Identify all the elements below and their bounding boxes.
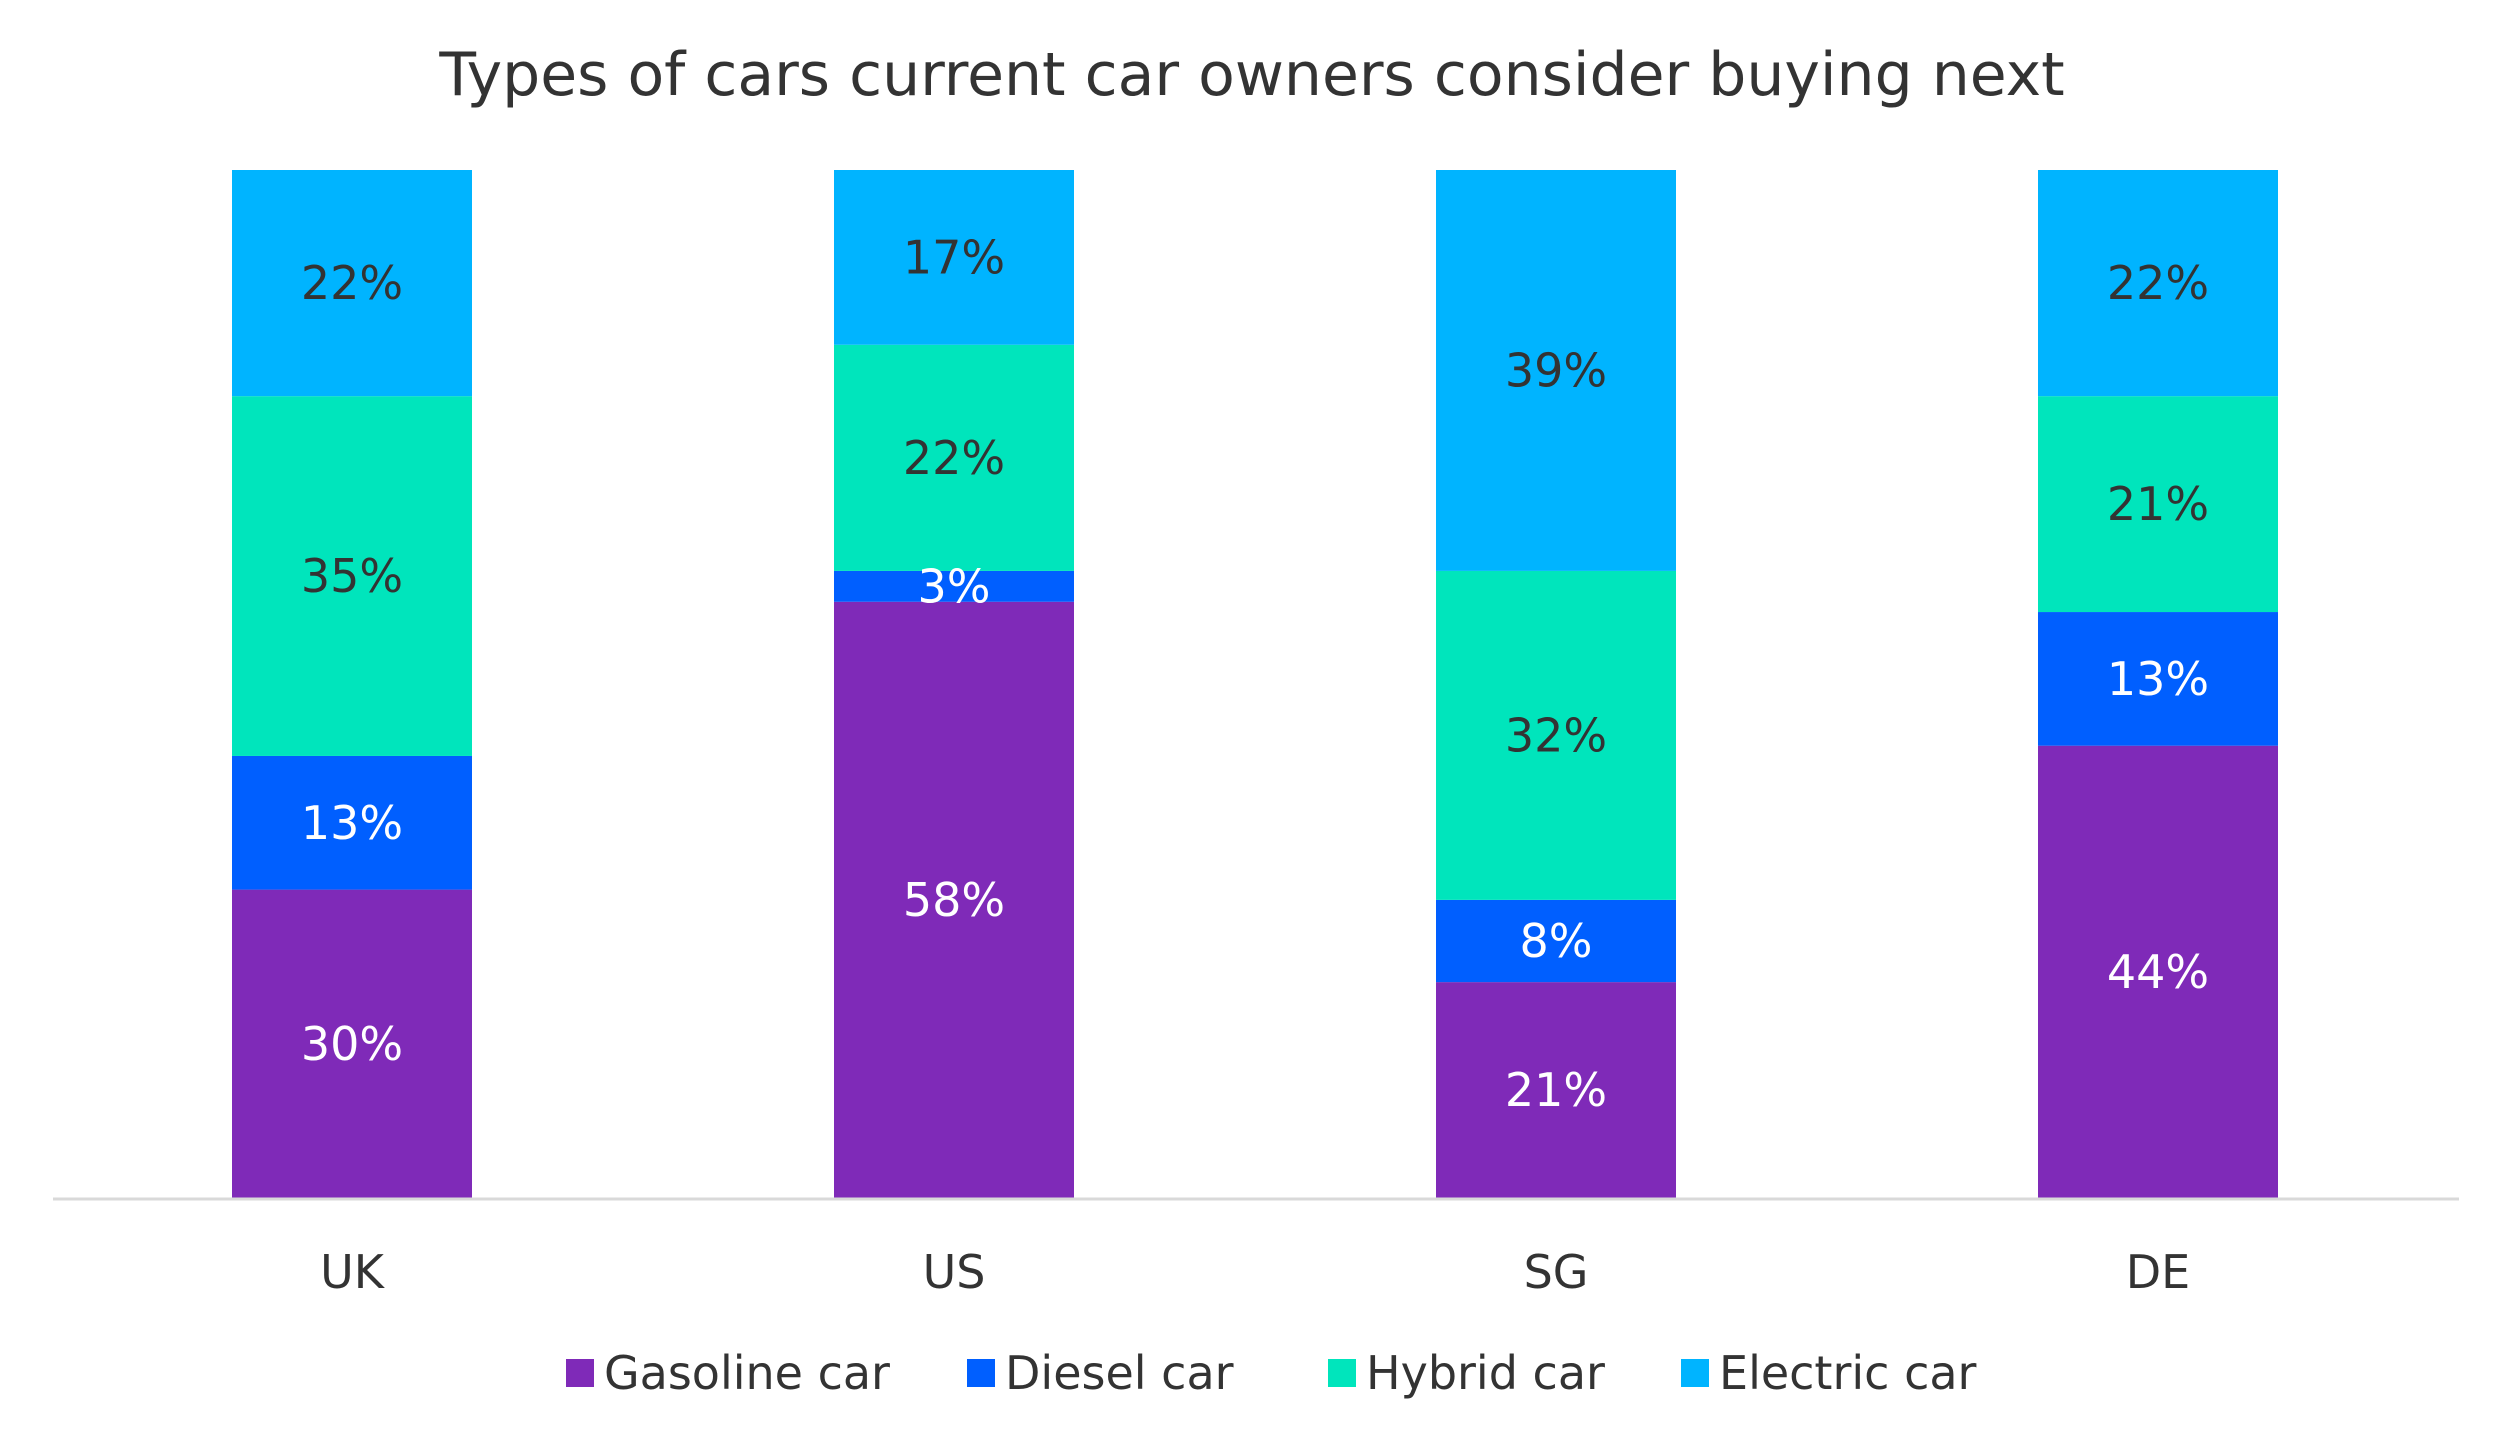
data-label: 22% xyxy=(301,256,403,310)
data-label: 44% xyxy=(2107,945,2209,999)
bar-segment-uk-diesel-car xyxy=(232,755,472,890)
x-tick-label: UK xyxy=(320,1245,386,1299)
data-label: 30% xyxy=(301,1017,403,1071)
data-label: 13% xyxy=(301,796,403,850)
bars: 30% 13% 35% 22% 58% 3% 22% 17% 21% 8% 32% 39% 44% 13%… xyxy=(232,170,2278,1198)
bar-segment-us-hybrid-car xyxy=(834,344,1074,571)
data-label: 21% xyxy=(2107,477,2209,531)
x-tick-label: SG xyxy=(1524,1245,1589,1299)
bar-segment-sg-gasoline-car xyxy=(1436,982,1676,1198)
legend-item-diesel-car: Diesel car xyxy=(967,1346,1234,1400)
x-axis-ticks: UK US SG DE xyxy=(320,1245,2190,1299)
data-label: 22% xyxy=(903,431,1005,485)
legend-swatch xyxy=(1328,1359,1356,1387)
bar-segment-sg-diesel-car xyxy=(1436,899,1676,983)
legend-item-hybrid-car: Hybrid car xyxy=(1328,1346,1605,1400)
bar-segment-uk-electric-car xyxy=(232,170,472,397)
legend-swatch xyxy=(1681,1359,1709,1387)
data-label: 58% xyxy=(903,873,1005,927)
bar-segment-de-diesel-car xyxy=(2038,612,2278,746)
chart-title: Types of cars current car owners conside… xyxy=(438,40,2064,110)
bar-segment-us-gasoline-car xyxy=(834,601,1074,1198)
legend-swatch xyxy=(967,1359,995,1387)
legend-item-electric-car: Electric car xyxy=(1681,1346,1977,1400)
data-label: 3% xyxy=(918,559,991,613)
legend-label: Electric car xyxy=(1719,1346,1977,1400)
legend: Gasoline car Diesel car Hybrid car Electric… xyxy=(566,1346,1977,1400)
bar-segment-us-diesel-car xyxy=(834,570,1074,602)
legend-label: Gasoline car xyxy=(604,1346,890,1400)
data-label: 13% xyxy=(2107,652,2209,706)
data-label: 8% xyxy=(1520,914,1593,968)
data-label: 21% xyxy=(1505,1063,1607,1117)
bar-segment-sg-electric-car xyxy=(1436,170,1676,571)
data-label: 32% xyxy=(1505,708,1607,762)
x-tick-label: US xyxy=(923,1245,986,1299)
bar-segment-us-electric-car xyxy=(834,170,1074,345)
data-label: 35% xyxy=(301,549,403,603)
legend-swatch xyxy=(566,1359,594,1387)
bar-segment-de-electric-car xyxy=(2038,170,2278,397)
data-label: 22% xyxy=(2107,256,2209,310)
bar-segment-de-hybrid-car xyxy=(2038,396,2278,613)
data-label: 17% xyxy=(903,230,1005,284)
bar-segment-sg-hybrid-car xyxy=(1436,570,1676,900)
legend-label: Diesel car xyxy=(1005,1346,1234,1400)
bar-segment-uk-gasoline-car xyxy=(232,889,472,1198)
data-label: 39% xyxy=(1505,343,1607,397)
legend-item-gasoline-car: Gasoline car xyxy=(566,1346,890,1400)
legend-label: Hybrid car xyxy=(1366,1346,1605,1400)
bar-segment-de-gasoline-car xyxy=(2038,745,2278,1198)
x-tick-label: DE xyxy=(2126,1245,2191,1299)
bar-segment-uk-hybrid-car xyxy=(232,396,472,756)
